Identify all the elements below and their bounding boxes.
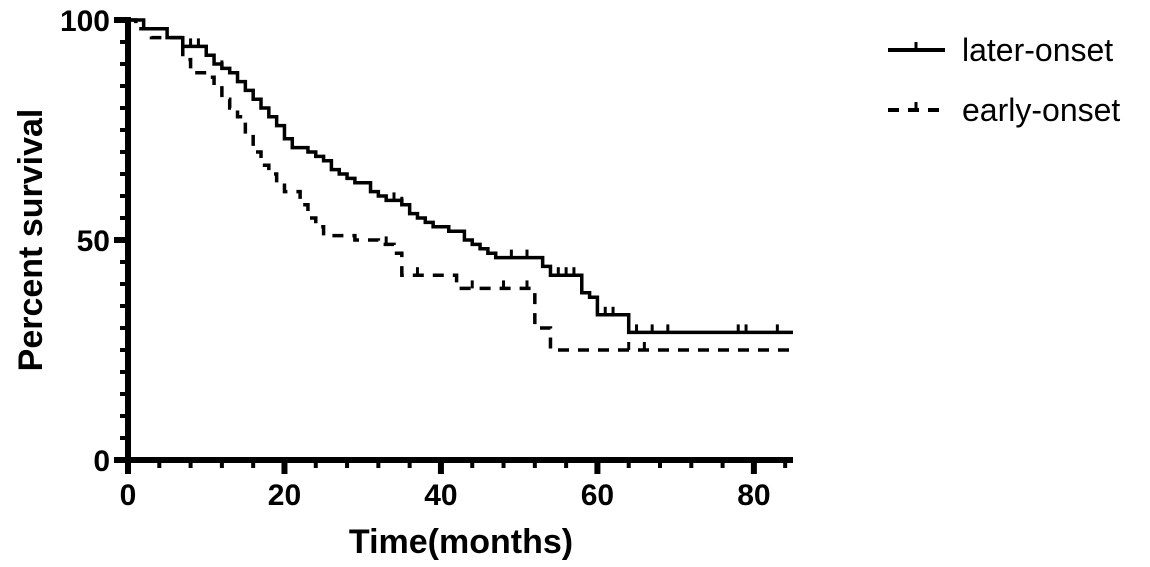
y-axis-title: Percent survival [12, 109, 50, 372]
x-tick-label: 60 [581, 479, 614, 512]
legend-label-early-onset: early-onset [962, 92, 1120, 128]
y-tick-label: 50 [77, 225, 110, 258]
x-tick-label: 80 [737, 479, 770, 512]
x-tick-label: 0 [120, 479, 137, 512]
series-later-onset [128, 18, 793, 335]
x-tick-label: 40 [424, 479, 457, 512]
legend-item-later-onset: later-onset [888, 32, 1113, 68]
x-tick-label: 20 [268, 479, 301, 512]
series-early-onset [128, 18, 793, 352]
series-layer [128, 18, 793, 352]
x-axis-title: Time(months) [349, 523, 573, 561]
series-line-later-onset [128, 18, 793, 335]
x-tick-labels: 0 20 40 60 80 [120, 479, 771, 512]
series-line-early-onset [128, 18, 793, 352]
legend-label-later-onset: later-onset [962, 32, 1113, 68]
y-tick-label: 0 [93, 445, 110, 478]
y-tick-labels: 0 50 100 [60, 5, 110, 478]
legend: later-onset early-onset [888, 32, 1120, 128]
legend-item-early-onset: early-onset [888, 92, 1120, 128]
y-tick-label: 100 [60, 5, 110, 38]
